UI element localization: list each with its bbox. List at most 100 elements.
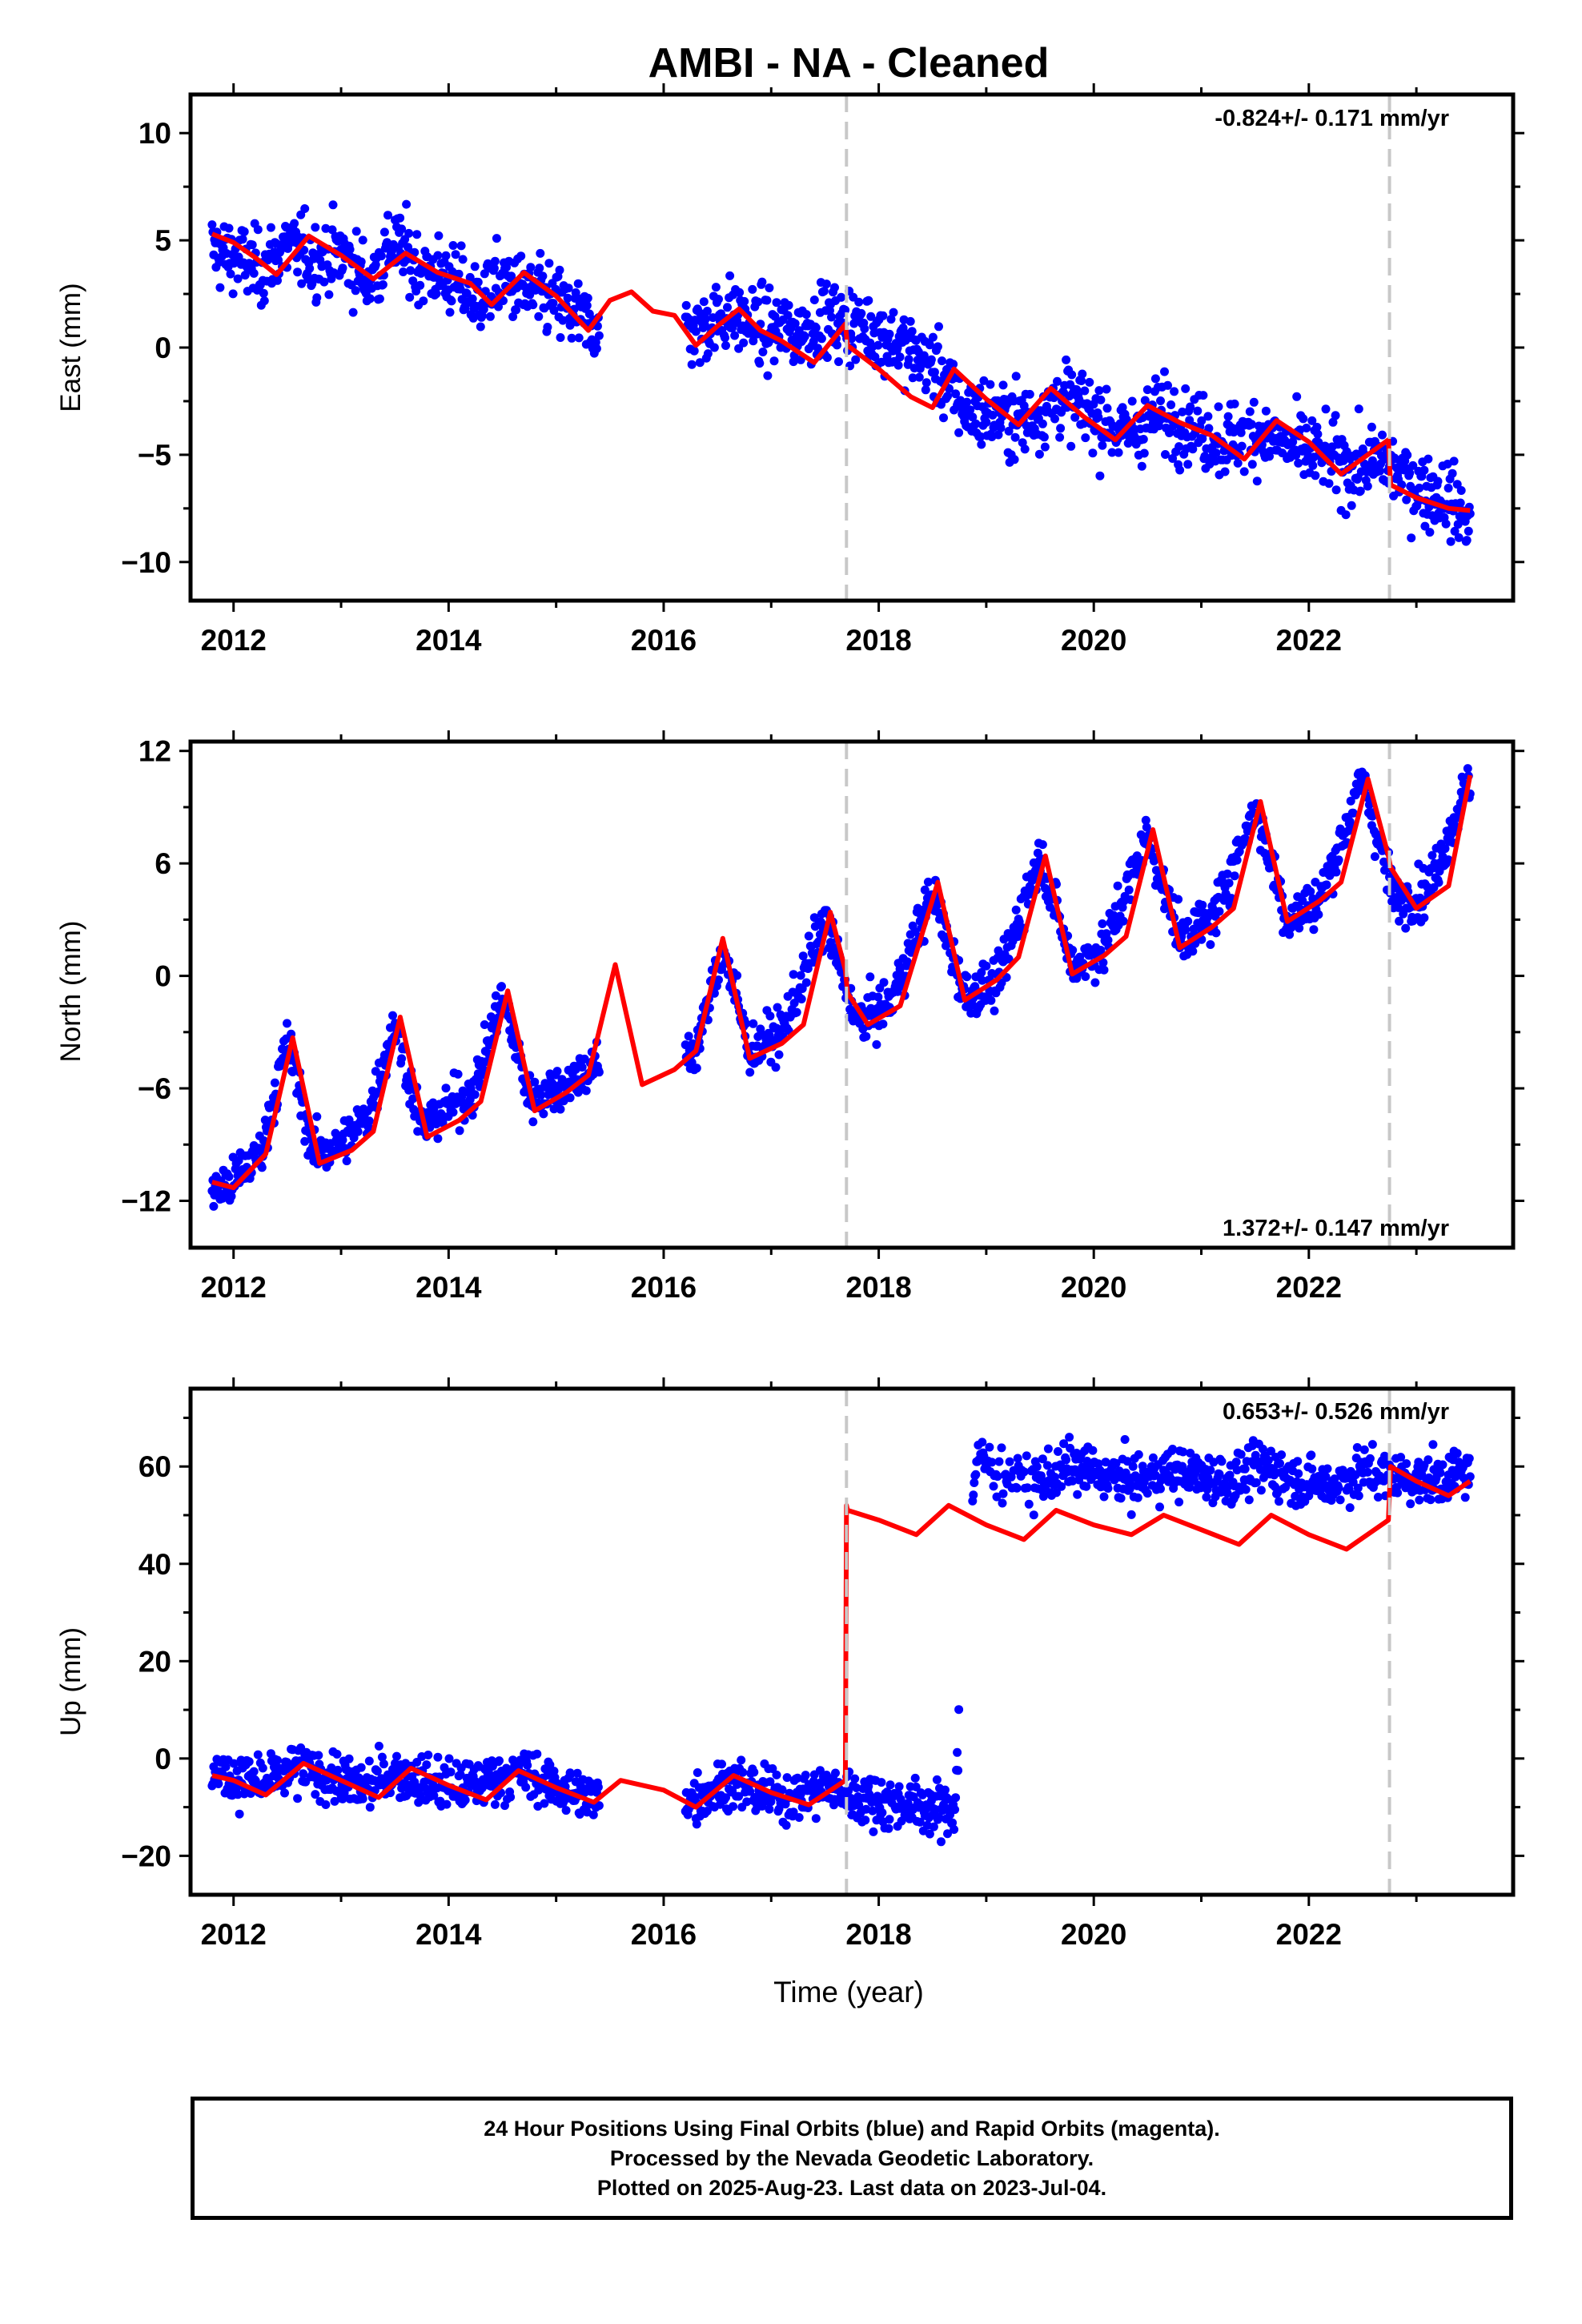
up-data-point (937, 1837, 946, 1847)
north-data-point (1232, 855, 1242, 865)
north-data-point (804, 931, 813, 941)
up-data-point (1029, 1510, 1038, 1520)
east-data-point (312, 293, 322, 303)
east-data-point (441, 251, 451, 260)
caption-line-orbits: 24 Hour Positions Using Final Orbits (bl… (484, 2116, 1220, 2141)
up-velocity-annotation: 0.653+/- 0.526 mm/yr (1223, 1399, 1449, 1425)
figure-title: AMBI - NA - Cleaned (648, 40, 1050, 86)
east-y-tick-label: 0 (155, 332, 171, 364)
east-data-point (691, 327, 701, 336)
up-data-point (1345, 1503, 1355, 1513)
east-data-point (1313, 429, 1323, 439)
north-data-point (1160, 904, 1169, 914)
east-data-point (351, 286, 360, 296)
up-data-point (811, 1814, 821, 1823)
north-data-point (577, 1063, 587, 1072)
east-data-point (925, 340, 934, 350)
up-data-point (1351, 1470, 1360, 1480)
east-data-point (811, 323, 821, 332)
up-data-point (954, 1766, 963, 1775)
up-data-point (1367, 1440, 1377, 1449)
east-data-point (405, 292, 415, 302)
north-data-point (1215, 907, 1224, 916)
north-data-point (1440, 844, 1450, 854)
east-data-point (1188, 444, 1198, 454)
east-data-point (1220, 467, 1230, 476)
north-data-point (552, 1067, 562, 1076)
east-data-point (735, 287, 745, 297)
up-data-point (1155, 1502, 1164, 1512)
east-data-point (886, 315, 896, 324)
east-data-point (921, 378, 931, 388)
north-y-tick-label: 0 (155, 960, 171, 993)
up-data-point (1251, 1478, 1261, 1487)
east-data-point (979, 376, 989, 385)
up-data-point (280, 1788, 289, 1798)
north-data-point (920, 885, 930, 895)
up-data-point (593, 1783, 603, 1792)
up-data-point (446, 1767, 456, 1777)
up-data-point (1133, 1493, 1142, 1502)
east-data-point (1170, 387, 1179, 396)
east-data-point (356, 257, 366, 267)
east-data-point (565, 320, 575, 330)
up-data-point (314, 1751, 323, 1760)
east-data-point (376, 251, 386, 261)
north-data-point (1038, 840, 1047, 850)
up-data-point (745, 1787, 755, 1796)
east-data-point (914, 372, 924, 382)
east-data-point (1183, 460, 1193, 469)
up-data-point (1251, 1450, 1260, 1460)
up-data-point (1156, 1484, 1165, 1494)
up-data-point (1103, 1484, 1113, 1493)
north-data-point (1181, 925, 1191, 935)
east-data-point (1094, 412, 1103, 422)
up-data-point (1415, 1495, 1424, 1505)
up-data-point (540, 1799, 549, 1808)
east-data-point (594, 331, 604, 340)
east-data-point (893, 360, 903, 370)
north-data-point (1198, 900, 1207, 910)
east-data-point (1302, 424, 1311, 432)
east-data-point (949, 360, 958, 369)
east-y-tick-label: −10 (121, 546, 171, 579)
up-data-point (789, 1807, 798, 1817)
up-y-tick-label: 40 (139, 1548, 171, 1581)
east-data-point (507, 271, 516, 281)
east-data-point (986, 380, 995, 389)
north-data-point (1346, 796, 1355, 806)
up-y-axis-label: Up (mm) (55, 1627, 86, 1736)
north-data-point (1011, 905, 1021, 915)
east-data-point (721, 333, 729, 343)
up-data-point (1241, 1485, 1251, 1494)
east-data-point (1161, 450, 1170, 459)
east-data-point (1307, 416, 1317, 425)
north-model-line (211, 774, 1473, 1191)
up-data-point (794, 1813, 804, 1822)
up-data-point (994, 1457, 1004, 1466)
up-data-point (1174, 1498, 1184, 1507)
north-x-tick-label: 2020 (1061, 1271, 1126, 1304)
up-data-point (978, 1437, 987, 1447)
north-data-point (1334, 855, 1343, 865)
east-data-point (1423, 454, 1433, 464)
up-data-point (1217, 1457, 1227, 1466)
east-data-point (247, 240, 257, 250)
up-data-point (1128, 1462, 1138, 1471)
east-data-point (516, 251, 526, 261)
up-x-tick-label: 2016 (631, 1918, 697, 1951)
up-data-point (566, 1769, 576, 1779)
up-data-point (993, 1472, 1002, 1482)
north-data-point (1427, 850, 1437, 860)
east-data-point (1203, 412, 1213, 421)
up-data-point (869, 1827, 878, 1836)
up-data-point (1321, 1472, 1331, 1482)
east-data-point (827, 312, 836, 322)
east-data-point (1175, 465, 1185, 475)
north-data-point (556, 1104, 565, 1114)
up-data-point (1122, 1457, 1132, 1466)
up-data-point (1256, 1486, 1266, 1495)
up-data-point (884, 1823, 893, 1833)
up-data-point (253, 1750, 263, 1759)
